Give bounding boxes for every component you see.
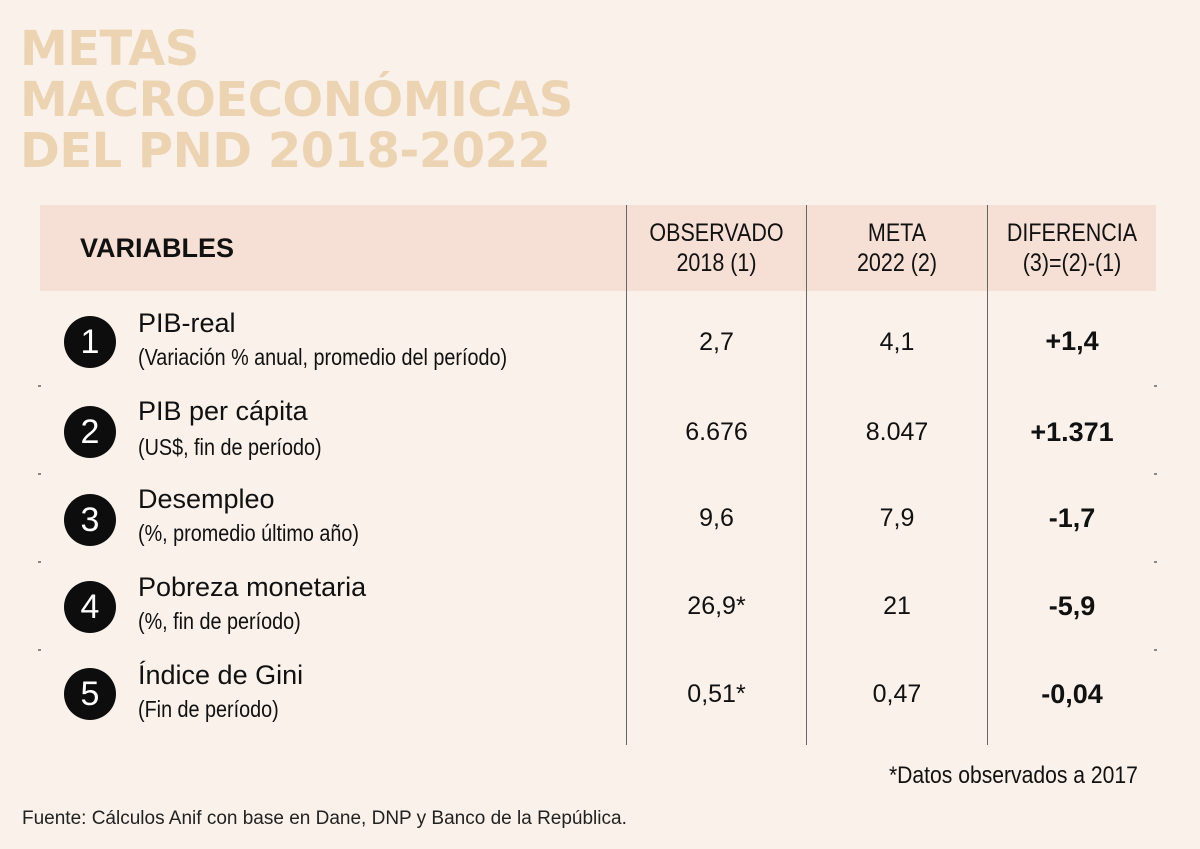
row-number-badge: 4 [64,581,116,633]
target-value: 21 [883,592,911,620]
target-value: 8.047 [865,418,929,446]
column-divider [987,205,988,745]
variable-description: (%, promedio último año) [138,520,359,546]
header-target-line-2: 2022 (2) [856,249,938,277]
variable-name: Desempleo [138,484,275,514]
observed-value: 26,9* [687,592,746,620]
variable-name: Pobreza monetaria [138,572,367,602]
observed-value: 0,51* [687,680,746,708]
variable-name: PIB per cápita [138,396,308,426]
table-row: 5 Índice de Gini (Fin de período) 0,51* … [0,650,1200,736]
row-separator-dot [1154,561,1157,563]
title-line-2: MACROECONÓMICAS [20,72,573,128]
table-row: 4 Pobreza monetaria (%, fin de período) … [0,562,1200,648]
row-separator-dot [38,561,41,563]
table-row: 2 PIB per cápita (US$, fin de período) 6… [0,386,1200,472]
difference-value: -1,7 [1048,503,1096,533]
target-value: 7,9 [879,504,915,532]
observed-value: 6.676 [685,418,748,446]
row-separator-dot [1154,649,1157,651]
row-separator-dot [38,649,41,651]
target-value: 0,47 [872,680,922,708]
variable-description: (%, fin de período) [138,608,301,634]
column-divider [626,205,627,745]
header-observed: OBSERVADO 2018 (1) [640,205,794,291]
chart-title: METAS MACROECONÓMICAS DEL PND 2018-2022 [20,24,573,177]
observed-value: 9,6 [699,504,734,532]
row-number-badge: 3 [64,494,116,546]
table-header-band [40,205,1156,291]
row-separator-dot [38,385,41,387]
table-row: 3 Desempleo (%, promedio último año) 9,6… [0,474,1200,560]
header-variables: VARIABLES [80,232,235,263]
table-row: 1 PIB-real (Variación % anual, promedio … [0,298,1200,384]
row-separator-dot [1154,385,1157,387]
row-separator-dot [1154,473,1157,475]
difference-value: -0,04 [1041,679,1103,709]
header-target: META 2022 (2) [820,205,975,291]
target-value: 4,1 [879,328,915,356]
variable-description: (US$, fin de período) [138,434,322,460]
row-separator-dot [38,473,41,475]
footnote: *Datos observados a 2017 [889,762,1138,789]
difference-value: -5,9 [1048,591,1096,621]
row-number-badge: 2 [64,406,116,458]
header-difference-line-1: DIFERENCIA [1006,219,1138,247]
variable-name: Índice de Gini [138,660,304,690]
title-line-1: METAS [20,21,199,77]
header-difference: DIFERENCIA (3)=(2)-(1) [1000,205,1144,291]
source-line: Fuente: Cálculos Anif con base en Dane, … [22,808,627,829]
variable-name: PIB-real [138,308,236,338]
difference-value: +1.371 [1030,417,1114,447]
variable-description: (Variación % anual, promedio del período… [138,344,508,370]
row-number-badge: 1 [64,316,116,368]
column-divider [806,205,807,745]
difference-value: +1,4 [1045,326,1099,356]
row-number-badge: 5 [64,668,116,720]
header-difference-line-2: (3)=(2)-(1) [1022,249,1122,277]
header-observed-line-1: OBSERVADO [649,219,784,247]
title-line-3: DEL PND 2018-2022 [20,123,551,179]
variable-description: (Fin de período) [138,696,279,722]
observed-value: 2,7 [699,328,734,356]
header-observed-line-2: 2018 (1) [676,249,757,277]
header-target-line-1: META [867,219,927,247]
